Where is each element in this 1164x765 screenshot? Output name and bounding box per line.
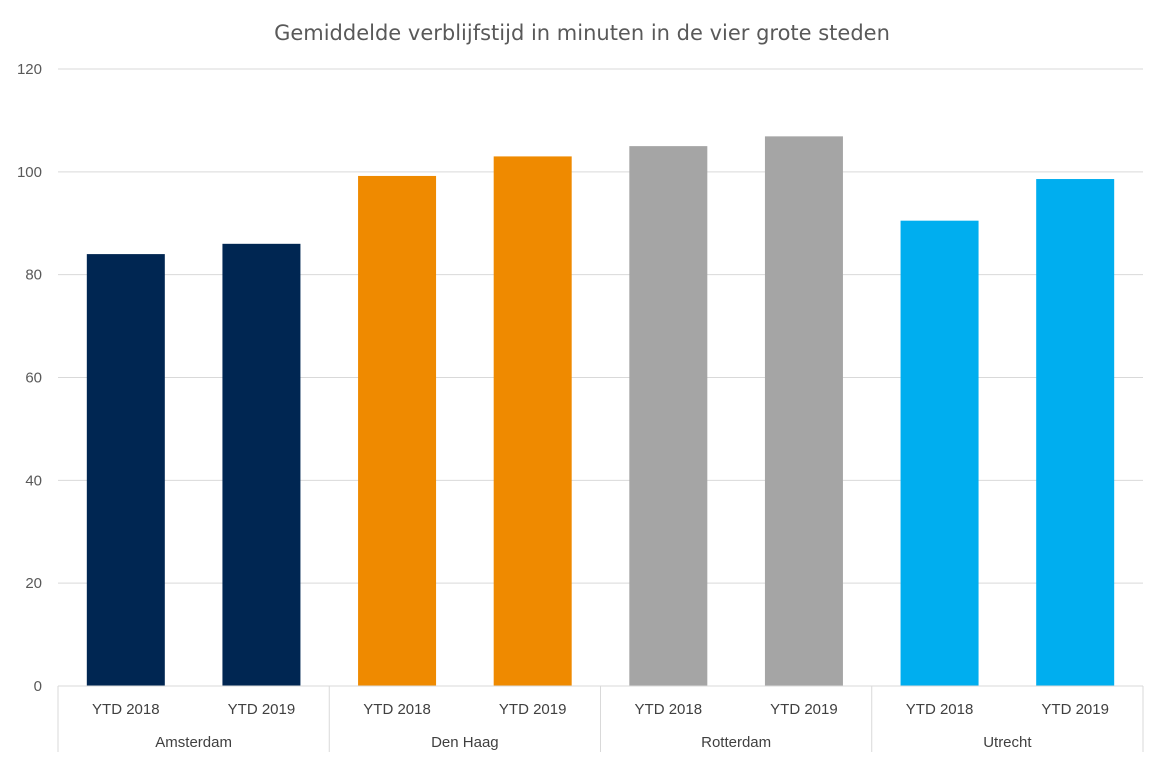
x-tick-label: YTD 2019: [228, 701, 296, 718]
gridlines: [58, 68, 1143, 584]
y-axis-ticks: 0 20 40 60 80 100 120: [17, 61, 42, 695]
bars: [86, 136, 1115, 687]
bar-den-haag-ytd-2018: [358, 175, 437, 687]
x-tick-label: YTD 2018: [92, 701, 160, 718]
bar-utrecht-ytd-2019: [1036, 179, 1115, 686]
x-axis: YTD 2018 YTD 2019 Amsterdam YTD 2018 YTD 201…: [57, 685, 1144, 752]
y-tick-label: 40: [25, 472, 42, 489]
x-tick-label: YTD 2019: [1041, 701, 1109, 718]
x-tick-label: YTD 2018: [363, 701, 431, 718]
bar-rotterdam-ytd-2018: [629, 146, 708, 686]
x-tick-label: YTD 2018: [635, 701, 703, 718]
bar-rotterdam-ytd-2019: [764, 136, 843, 686]
y-tick-label: 60: [25, 370, 42, 387]
group-label: Rotterdam: [701, 734, 771, 751]
y-tick-label: 80: [25, 267, 42, 284]
y-tick-label: 120: [17, 61, 42, 78]
y-tick-label: 0: [34, 678, 42, 695]
group-label: Utrecht: [983, 734, 1032, 751]
x-tick-label: YTD 2019: [499, 701, 567, 718]
y-tick-label: 20: [25, 575, 42, 592]
bar-utrecht-ytd-2018: [900, 220, 979, 686]
group-label: Den Haag: [431, 734, 499, 751]
bar-den-haag-ytd-2019: [493, 156, 572, 687]
y-tick-label: 100: [17, 164, 42, 181]
bar-amsterdam-ytd-2018: [86, 254, 165, 686]
x-tick-label: YTD 2018: [906, 701, 974, 718]
chart-title: Gemiddelde verblijfstijd in minuten in d…: [274, 21, 890, 45]
group-label: Amsterdam: [155, 734, 232, 751]
bar-amsterdam-ytd-2019: [222, 243, 301, 687]
x-tick-label: YTD 2019: [770, 701, 838, 718]
